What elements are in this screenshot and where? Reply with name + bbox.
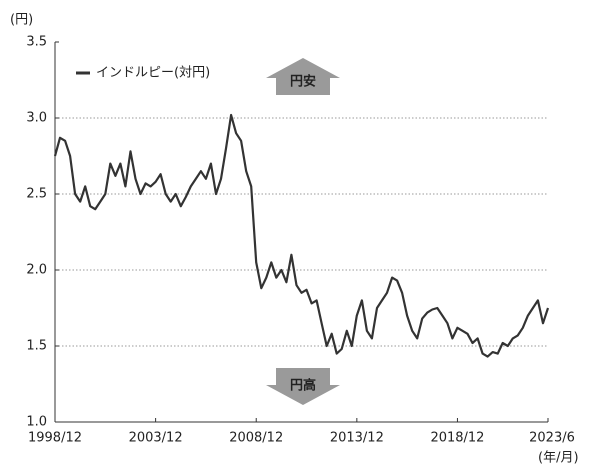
x-tick-label: 2018/12 bbox=[430, 431, 484, 446]
up-arrow bbox=[266, 58, 340, 95]
x-unit-label: (年/月) bbox=[538, 451, 579, 466]
x-tick-label: 2003/12 bbox=[129, 431, 183, 446]
y-tick-label: 3.5 bbox=[26, 35, 47, 50]
y-unit-label: (円) bbox=[10, 13, 33, 28]
x-tick-label: 2013/12 bbox=[330, 431, 384, 446]
y-tick-label: 1.0 bbox=[26, 415, 47, 430]
annotation: 円安 bbox=[290, 74, 316, 90]
y-tick-label: 2.0 bbox=[26, 263, 47, 278]
y-tick-label: 3.0 bbox=[26, 111, 47, 126]
y-tick-label: 2.5 bbox=[26, 187, 47, 202]
x-tick-label: 1998/12 bbox=[28, 431, 82, 446]
down-arrow bbox=[266, 368, 340, 405]
legend-label: インドルピー(対円) bbox=[96, 66, 210, 81]
x-tick-label: 2008/12 bbox=[229, 431, 283, 446]
line bbox=[53, 113, 550, 358]
y-tick-label: 1.5 bbox=[26, 339, 47, 354]
x-tick-label: 2023/6 bbox=[529, 431, 575, 446]
annotation: 円高 bbox=[290, 378, 316, 394]
